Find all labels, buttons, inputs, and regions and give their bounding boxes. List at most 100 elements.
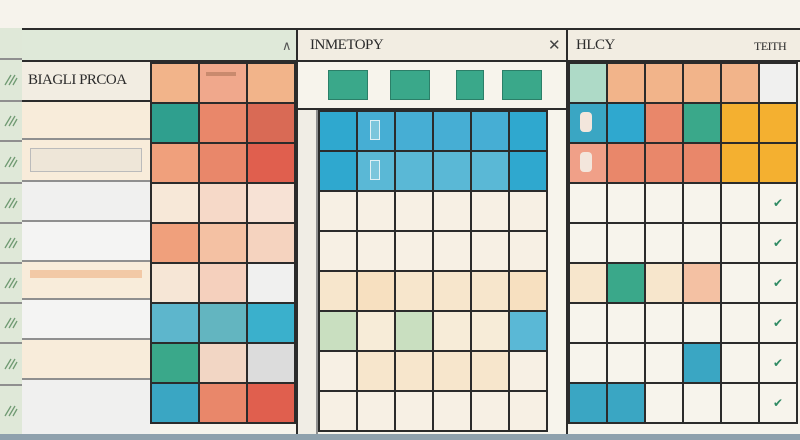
left-grid-cell[interactable] (150, 302, 200, 344)
middle-grid-cell[interactable] (394, 270, 434, 312)
middle-grid-cell[interactable] (318, 350, 358, 392)
right-grid-cell[interactable] (568, 142, 608, 184)
middle-grid-cell[interactable] (508, 270, 548, 312)
right-grid-cell[interactable] (682, 382, 722, 424)
left-grid-cell[interactable] (246, 142, 296, 184)
middle-grid-cell[interactable] (318, 110, 358, 152)
right-grid-cell[interactable]: ✔ (758, 182, 798, 224)
middle-grid-cell[interactable] (356, 390, 396, 432)
middle-grid-cell[interactable] (470, 270, 510, 312)
left-grid-cell[interactable] (198, 262, 248, 304)
right-grid-cell[interactable] (720, 142, 760, 184)
left-grid-cell[interactable] (246, 302, 296, 344)
middle-grid-cell[interactable] (508, 150, 548, 192)
left-grid-cell[interactable] (246, 222, 296, 264)
left-grid-cell[interactable] (246, 62, 296, 104)
right-grid-cell[interactable]: ✔ (758, 302, 798, 344)
middle-grid-cell[interactable] (432, 310, 472, 352)
close-icon[interactable]: ✕ (548, 37, 561, 54)
middle-grid-cell[interactable] (394, 390, 434, 432)
right-grid-cell[interactable] (720, 382, 760, 424)
middle-grid-cell[interactable] (394, 350, 434, 392)
right-grid-cell[interactable] (606, 262, 646, 304)
middle-grid-cell[interactable] (394, 150, 434, 192)
right-grid-cell[interactable] (606, 142, 646, 184)
right-grid-cell[interactable] (644, 102, 684, 144)
middle-grid-cell[interactable] (394, 230, 434, 272)
right-grid-cell[interactable] (568, 102, 608, 144)
right-grid-cell[interactable] (644, 262, 684, 304)
right-grid-cell[interactable] (682, 342, 722, 384)
right-grid-cell[interactable] (606, 342, 646, 384)
middle-grid-cell[interactable] (356, 150, 396, 192)
middle-grid-cell[interactable] (318, 310, 358, 352)
left-grid-cell[interactable] (198, 222, 248, 264)
right-grid-cell[interactable] (644, 222, 684, 264)
left-grid-cell[interactable] (198, 182, 248, 224)
middle-grid-cell[interactable] (470, 390, 510, 432)
right-grid-cell[interactable] (682, 262, 722, 304)
middle-grid-cell[interactable] (508, 390, 548, 432)
chevron-icon[interactable]: ∧ (282, 38, 292, 53)
right-grid-cell[interactable] (720, 302, 760, 344)
middle-grid-cell[interactable] (318, 390, 358, 432)
middle-grid-cell[interactable] (470, 310, 510, 352)
left-grid-cell[interactable] (198, 342, 248, 384)
right-grid-cell[interactable] (720, 182, 760, 224)
right-grid-cell[interactable] (606, 182, 646, 224)
right-grid-cell[interactable]: ✔ (758, 222, 798, 264)
middle-grid-cell[interactable] (356, 230, 396, 272)
right-grid-cell[interactable] (682, 302, 722, 344)
right-grid-cell[interactable] (682, 142, 722, 184)
left-grid-cell[interactable] (246, 382, 296, 424)
left-grid-cell[interactable] (198, 62, 248, 104)
right-grid-cell[interactable] (606, 302, 646, 344)
right-grid-cell[interactable] (720, 342, 760, 384)
middle-grid-cell[interactable] (470, 190, 510, 232)
middle-grid-cell[interactable] (356, 350, 396, 392)
middle-grid-cell[interactable] (318, 270, 358, 312)
right-grid-cell[interactable]: ✔ (758, 342, 798, 384)
left-grid-cell[interactable] (150, 142, 200, 184)
middle-grid-cell[interactable] (432, 230, 472, 272)
right-grid-cell[interactable] (682, 62, 722, 104)
left-grid-cell[interactable] (246, 102, 296, 144)
left-grid-cell[interactable] (150, 222, 200, 264)
middle-grid-cell[interactable] (508, 350, 548, 392)
right-grid-cell[interactable] (568, 342, 608, 384)
left-grid-cell[interactable] (246, 262, 296, 304)
right-grid-cell[interactable] (568, 62, 608, 104)
column-tab[interactable] (502, 70, 542, 100)
left-grid-cell[interactable] (150, 102, 200, 144)
left-grid-cell[interactable] (150, 382, 200, 424)
middle-grid-cell[interactable] (432, 390, 472, 432)
right-grid-cell[interactable] (568, 222, 608, 264)
right-grid-cell[interactable] (644, 182, 684, 224)
middle-grid-cell[interactable] (432, 350, 472, 392)
right-grid-cell[interactable]: ✔ (758, 262, 798, 304)
middle-grid-cell[interactable] (432, 190, 472, 232)
left-grid-cell[interactable] (246, 342, 296, 384)
right-grid-cell[interactable] (644, 382, 684, 424)
middle-grid-cell[interactable] (508, 110, 548, 152)
middle-grid-cell[interactable] (470, 110, 510, 152)
middle-grid-cell[interactable] (318, 150, 358, 192)
right-grid-cell[interactable] (644, 342, 684, 384)
middle-grid-cell[interactable] (470, 150, 510, 192)
right-grid-cell[interactable] (606, 382, 646, 424)
left-grid-cell[interactable] (198, 302, 248, 344)
right-grid-cell[interactable] (568, 262, 608, 304)
right-grid-cell[interactable] (682, 182, 722, 224)
left-grid-cell[interactable] (150, 182, 200, 224)
right-grid-cell[interactable]: ✔ (758, 382, 798, 424)
right-grid-cell[interactable] (606, 62, 646, 104)
middle-grid-cell[interactable] (318, 190, 358, 232)
column-tab[interactable] (328, 70, 368, 100)
right-grid-cell[interactable] (606, 222, 646, 264)
middle-grid-cell[interactable] (394, 110, 434, 152)
middle-grid-cell[interactable] (508, 190, 548, 232)
middle-grid-cell[interactable] (356, 270, 396, 312)
right-grid-cell[interactable] (644, 62, 684, 104)
right-grid-cell[interactable] (720, 62, 760, 104)
right-grid-cell[interactable] (682, 222, 722, 264)
